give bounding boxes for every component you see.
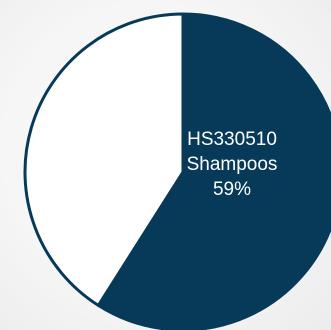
pie-slice-label-0: HS330510 Shampoos 59%	[187, 129, 278, 200]
pie-slice-1	[23, 12, 185, 307]
pie-slice-label-line: HS330510	[187, 129, 277, 150]
pie-slices	[23, 12, 331, 330]
pie-slice-label-line: Shampoos	[187, 154, 278, 175]
pie-slice-label-line: 59%	[213, 179, 251, 200]
pie-labels: HS330510 Shampoos 59%	[187, 129, 278, 200]
